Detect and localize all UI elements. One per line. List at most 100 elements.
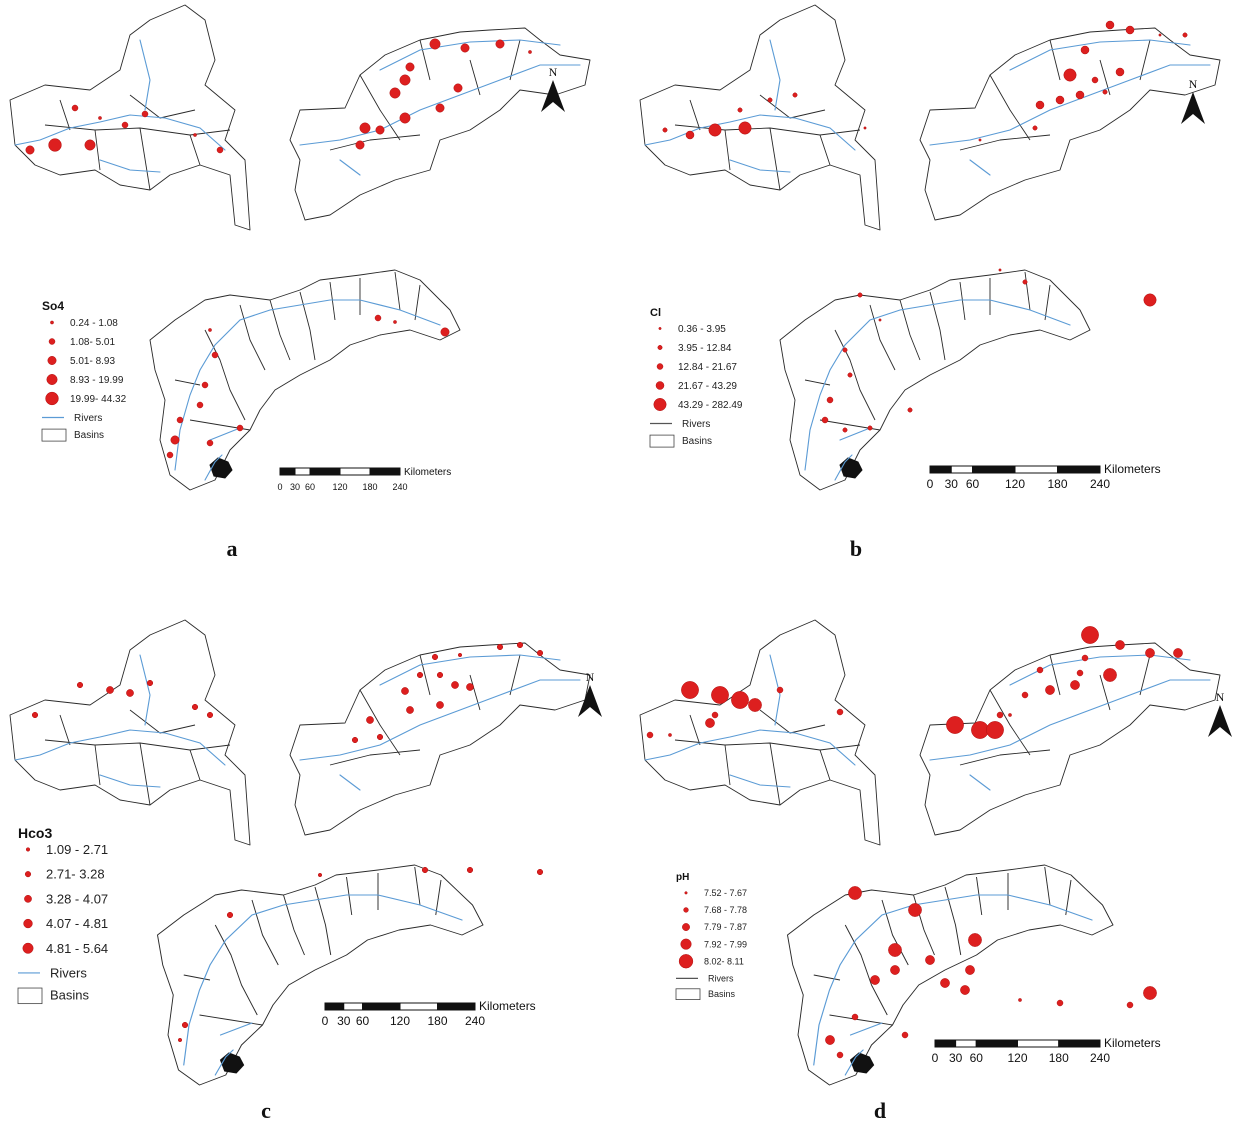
sampling-site-marker xyxy=(681,681,699,699)
sampling-site-marker xyxy=(84,139,96,151)
basin-west-divide xyxy=(139,742,151,806)
sampling-site-marker xyxy=(431,653,439,661)
south-region xyxy=(149,269,461,491)
basin-south-divide xyxy=(804,379,831,386)
sampling-site-marker xyxy=(708,123,722,137)
legend-symbol xyxy=(24,871,32,878)
sampling-site-marker xyxy=(907,407,913,413)
sampling-site-marker xyxy=(1036,666,1044,674)
legend-class-label: 5.01- 8.93 xyxy=(70,356,115,367)
legend-symbol xyxy=(658,327,662,330)
scale-tick-label: 30 xyxy=(945,477,959,491)
scale-tick-label: 180 xyxy=(1047,477,1067,491)
basin-west-divide xyxy=(139,127,151,191)
sampling-site-marker xyxy=(126,689,134,697)
north-arrow-c: N xyxy=(578,670,602,717)
sampling-site-marker xyxy=(646,731,654,739)
river-line xyxy=(214,1049,234,1076)
basin-west-divide xyxy=(94,744,101,786)
basin-south-divide xyxy=(394,271,401,311)
north-label: N xyxy=(586,670,595,684)
scale-tick-label: 240 xyxy=(1090,477,1110,491)
basin-south-divide xyxy=(299,291,316,361)
basin-west-divide xyxy=(59,99,71,131)
legend-class-label: 7.68 - 7.78 xyxy=(704,905,747,915)
basin-east-divide xyxy=(1099,674,1111,711)
sampling-site-marker xyxy=(1103,668,1117,682)
basin-south-divide xyxy=(813,974,841,981)
sampling-site-marker xyxy=(536,868,544,876)
sampling-site-marker xyxy=(440,327,450,337)
basin-east-divide xyxy=(469,674,481,711)
sampling-site-marker xyxy=(453,83,463,93)
sampling-site-marker xyxy=(863,126,867,130)
legend-basin-symbol xyxy=(649,434,675,448)
legend-basin-symbol xyxy=(41,428,67,442)
sampling-site-marker xyxy=(466,683,474,691)
sampling-site-marker xyxy=(389,87,401,99)
sampling-site-marker xyxy=(996,711,1004,719)
scale-tick-label: 180 xyxy=(362,482,377,492)
sampling-site-marker xyxy=(731,691,749,709)
basin-east-outline xyxy=(289,27,591,221)
sampling-site-marker xyxy=(1070,680,1080,690)
legend-class-label: 2.71- 3.28 xyxy=(46,867,105,882)
scale-tick-label: 240 xyxy=(465,1014,485,1028)
legend-title: Cl xyxy=(650,307,661,319)
sampling-site-marker xyxy=(711,711,719,719)
basin-west-divide xyxy=(724,129,731,171)
river-line xyxy=(339,159,361,176)
north-label: N xyxy=(1189,77,1198,91)
sampling-site-marker xyxy=(495,39,505,49)
basin-east-divide xyxy=(1049,39,1061,81)
sampling-site-marker xyxy=(451,681,459,689)
sampling-site-marker xyxy=(405,62,415,72)
river-line xyxy=(969,159,991,176)
legend-symbol xyxy=(45,391,59,406)
sampling-site-marker xyxy=(960,985,970,995)
sampling-site-marker xyxy=(1182,32,1188,38)
scale-tick-label: 120 xyxy=(390,1014,410,1028)
north-arrow-a: N xyxy=(541,65,565,112)
sampling-site-marker xyxy=(208,328,212,332)
sampling-site-marker xyxy=(821,416,829,424)
sampling-site-marker xyxy=(176,416,184,424)
legend-class-label: 12.84 - 21.67 xyxy=(678,362,737,373)
sampling-site-marker xyxy=(1105,20,1115,30)
legend-symbol xyxy=(24,895,32,903)
legend-class-label: 8.02- 8.11 xyxy=(704,956,744,966)
sampling-site-marker xyxy=(193,133,197,137)
basin-west-divide xyxy=(689,714,701,746)
sampling-site-marker xyxy=(375,125,385,135)
basin-east-outline xyxy=(289,642,591,836)
river-line xyxy=(339,774,361,791)
scale-tick-label: 30 xyxy=(949,1051,963,1065)
legend-class-label: 0.36 - 3.95 xyxy=(678,324,726,335)
sampling-site-marker xyxy=(211,351,219,359)
sampling-site-marker xyxy=(226,911,234,919)
sampling-site-marker xyxy=(121,121,129,129)
river-line xyxy=(1009,654,1191,686)
legend-symbol xyxy=(682,923,690,931)
sampling-site-marker xyxy=(1115,67,1125,77)
legend-basins-label: Basins xyxy=(74,430,104,441)
river-line xyxy=(644,114,856,151)
river-line xyxy=(969,774,991,791)
lake-marker xyxy=(219,1052,245,1074)
scale-bar-segment xyxy=(975,1039,1018,1048)
scale-bar-segment xyxy=(955,1039,977,1048)
sampling-site-marker xyxy=(196,401,204,409)
north-arrow-icon xyxy=(1208,705,1232,737)
legend-title: pH xyxy=(676,872,689,883)
river-line xyxy=(644,729,856,766)
river-line xyxy=(209,427,241,441)
basin-south-divide xyxy=(976,876,983,916)
river-line xyxy=(14,114,226,151)
legend-a: So4 0.24 - 1.08 1.08- 5.01 5.01- 8.93 8.93 -… xyxy=(41,299,127,442)
legend-class-label: 7.92 - 7.99 xyxy=(704,939,747,949)
sampling-site-marker xyxy=(1075,90,1085,100)
legend-symbol xyxy=(680,938,692,950)
basin-east-divide xyxy=(509,654,521,696)
sampling-site-marker xyxy=(466,866,474,874)
